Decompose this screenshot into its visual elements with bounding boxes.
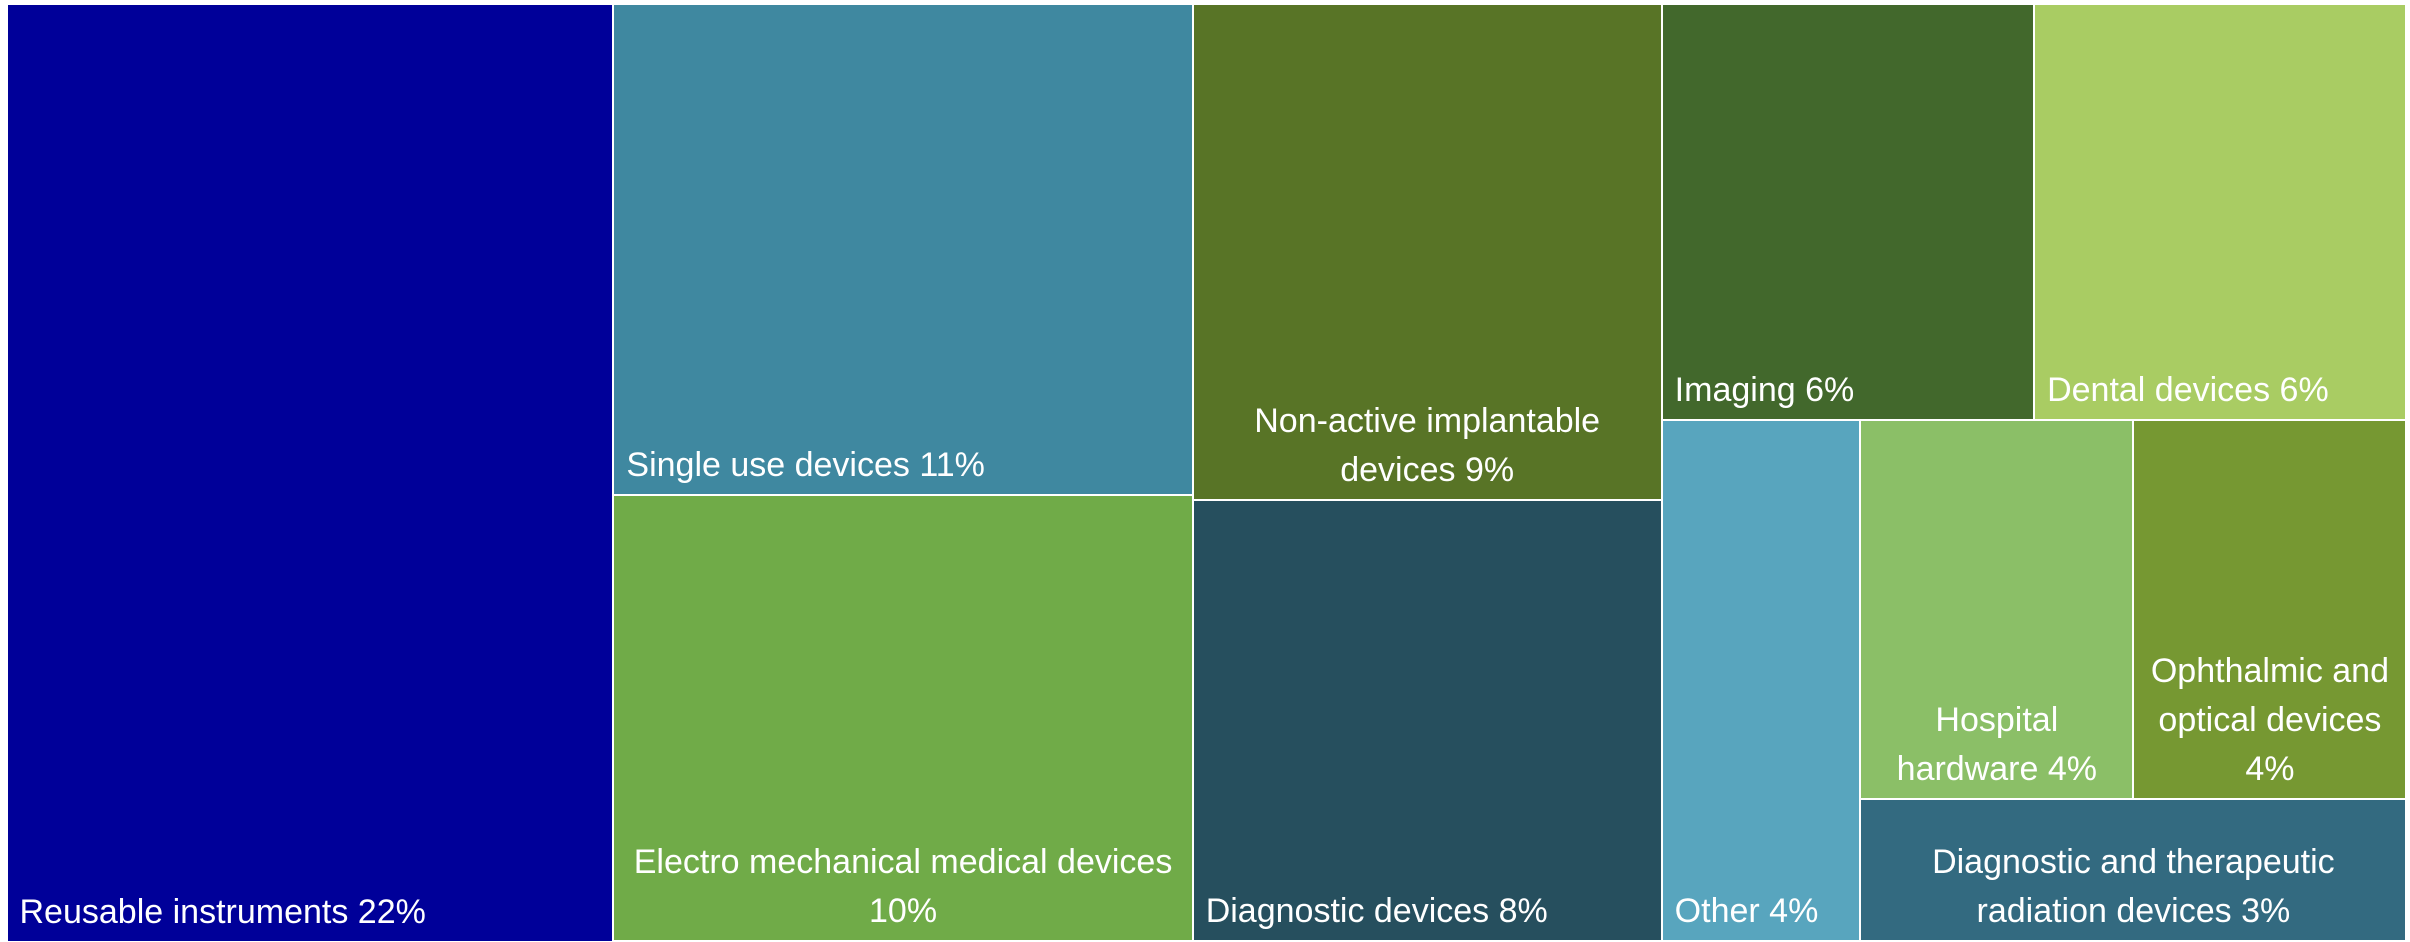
value-label: 4% xyxy=(2047,750,2097,789)
category-name: Dental devices xyxy=(2047,371,2271,410)
category-name: Other xyxy=(1674,892,1760,931)
cell-label: Other 4% xyxy=(1663,887,1831,940)
treemap-cell: Reusable instruments 22% xyxy=(6,3,614,942)
cell-label: Electro mechanical medical devices 10% xyxy=(614,838,1191,940)
category-name: Diagnostic and therapeutic radiation dev… xyxy=(1932,843,2335,931)
value-label: 10% xyxy=(869,892,938,931)
treemap-cell: Imaging 6% xyxy=(1661,3,2035,421)
treemap-cell: Diagnostic and therapeutic radiation dev… xyxy=(1860,799,2407,942)
value-label: 3% xyxy=(2241,892,2291,931)
category-name: Ophthalmic and optical devices xyxy=(2150,652,2389,740)
category-name: Non-active implantable devices xyxy=(1254,402,1601,490)
treemap-cell: Dental devices 6% xyxy=(2034,3,2407,421)
treemap-cell: Other 4% xyxy=(1661,420,1861,942)
value-label: 22% xyxy=(357,892,426,931)
cell-label: Single use devices 11% xyxy=(614,441,996,494)
category-name: Single use devices xyxy=(626,445,910,484)
cell-label: Dental devices 6% xyxy=(2035,366,2341,419)
cell-label: Non-active implantable devices 9% xyxy=(1194,397,1661,499)
value-label: 8% xyxy=(1498,892,1548,931)
cell-label: Imaging 6% xyxy=(1663,366,1867,419)
value-label: 11% xyxy=(919,445,985,484)
value-label: 6% xyxy=(1805,371,1855,410)
category-name: Hospital hardware xyxy=(1896,701,2059,789)
category-name: Diagnostic devices xyxy=(1205,892,1490,931)
value-label: 4% xyxy=(1769,892,1819,931)
treemap-cell: Single use devices 11% xyxy=(613,3,1193,495)
cell-label: Reusable instruments 22% xyxy=(8,888,438,941)
treemap-cell: Diagnostic devices 8% xyxy=(1192,500,1662,942)
category-name: Electro mechanical medical devices xyxy=(633,843,1173,882)
value-label: 4% xyxy=(2245,750,2295,789)
treemap-cell: Electro mechanical medical devices 10% xyxy=(613,494,1193,942)
treemap-cell: Hospital hardware 4% xyxy=(1860,420,2134,800)
cell-label: Hospital hardware 4% xyxy=(1861,696,2132,798)
cell-label: Ophthalmic and optical devices 4% xyxy=(2134,647,2405,798)
value-label: 6% xyxy=(2279,371,2329,410)
cell-label: Diagnostic and therapeutic radiation dev… xyxy=(1861,838,2405,940)
treemap-cell: Ophthalmic and optical devices 4% xyxy=(2133,420,2407,800)
category-name: Reusable instruments xyxy=(19,892,349,931)
value-label: 9% xyxy=(1464,451,1515,490)
treemap-cell: Non-active implantable devices 9% xyxy=(1192,3,1662,501)
category-name: Imaging xyxy=(1674,371,1796,410)
cell-label: Diagnostic devices 8% xyxy=(1194,887,1560,940)
